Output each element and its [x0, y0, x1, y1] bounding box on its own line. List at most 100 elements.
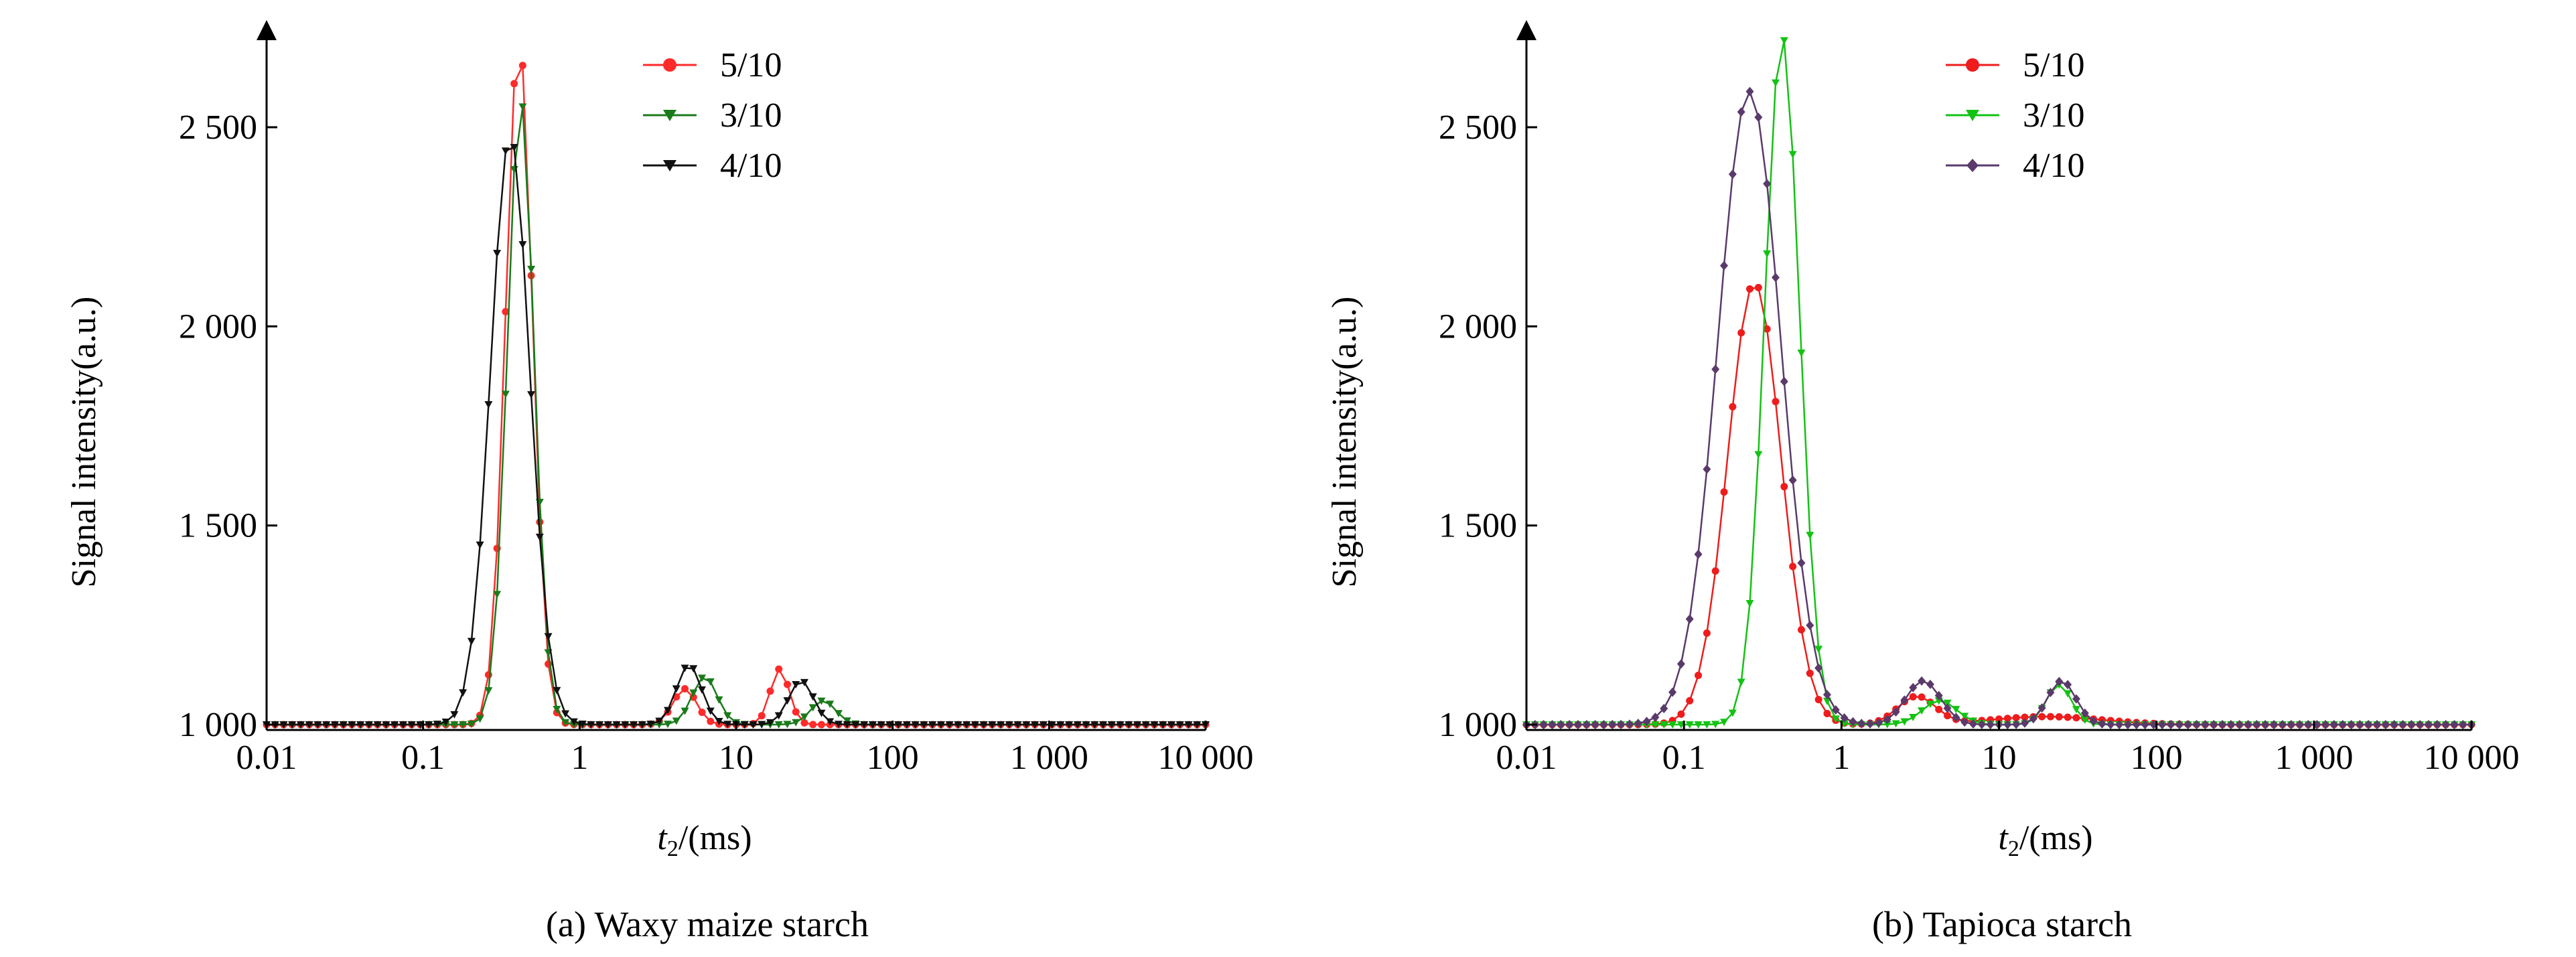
data-point — [2244, 720, 2252, 729]
data-point — [775, 665, 783, 673]
data-point — [1995, 715, 2003, 723]
data-point — [2123, 719, 2132, 729]
data-point — [587, 721, 595, 729]
data-point — [1952, 713, 1960, 723]
data-point — [1737, 107, 1745, 117]
data-point — [1660, 721, 1668, 729]
y-tick-label: 1 500 — [1439, 507, 1517, 545]
data-point — [407, 721, 416, 729]
y-axis-label: Signal intensity(a.u.) — [65, 297, 103, 588]
data-point — [305, 721, 313, 729]
data-point — [2098, 719, 2106, 729]
legend-label: 5/10 — [2023, 46, 2084, 84]
data-point — [1031, 721, 1040, 729]
data-point — [2064, 690, 2072, 698]
data-point — [1720, 719, 1729, 727]
data-point — [2347, 720, 2356, 729]
series-line — [267, 146, 1206, 726]
data-point — [1849, 717, 1857, 727]
y-tick-label: 1 000 — [1439, 706, 1517, 744]
data-point — [1073, 721, 1082, 729]
x-axis-label: t2/(ms) — [657, 819, 752, 861]
data-point — [2158, 720, 2167, 729]
data-point — [502, 307, 510, 315]
data-point — [817, 697, 826, 705]
data-point — [1582, 719, 1591, 729]
data-point — [1806, 620, 1814, 630]
data-point — [1909, 713, 1918, 721]
data-point — [1788, 475, 1797, 485]
data-point — [1711, 721, 1720, 729]
data-point — [484, 401, 493, 409]
data-point — [493, 250, 502, 258]
data-point — [1918, 676, 1926, 686]
data-point — [2201, 720, 2210, 729]
data-point — [1737, 678, 1745, 686]
data-point — [493, 591, 502, 599]
data-point — [501, 390, 510, 398]
data-point — [723, 721, 732, 729]
data-point — [1772, 398, 1780, 406]
data-point — [450, 711, 459, 719]
data-point — [2046, 713, 2054, 721]
data-point — [1728, 169, 1737, 179]
data-point — [1625, 719, 1634, 729]
data-point — [2012, 714, 2020, 722]
data-point — [1685, 614, 1694, 624]
data-point — [1822, 690, 1831, 700]
data-point — [936, 721, 945, 729]
data-point — [1107, 721, 1116, 729]
data-point — [450, 721, 459, 729]
legend-label: 3/10 — [720, 96, 782, 135]
data-point — [2210, 720, 2218, 729]
x-tick-label: 1 — [1833, 739, 1850, 777]
data-point — [1874, 718, 1883, 728]
data-point — [707, 717, 715, 725]
data-point — [1883, 721, 1891, 729]
legend-label: 4/10 — [720, 147, 782, 185]
data-point — [2072, 714, 2080, 722]
series-line — [1526, 286, 2472, 726]
data-point — [1685, 721, 1694, 729]
y-tick-label: 2 000 — [1439, 307, 1517, 346]
data-point — [2424, 720, 2433, 729]
data-point — [2252, 720, 2261, 729]
data-point — [1754, 451, 1763, 459]
data-point — [561, 719, 570, 727]
data-point — [595, 721, 604, 729]
data-point — [2372, 720, 2381, 729]
chart-caption: (a) Waxy maize starch — [546, 904, 869, 944]
data-point — [1056, 721, 1065, 729]
data-point — [1797, 625, 1805, 634]
data-point — [1573, 719, 1582, 729]
data-point — [1660, 704, 1668, 714]
data-point — [1900, 718, 1909, 726]
data-point — [1703, 721, 1711, 729]
data-point — [1746, 285, 1754, 293]
y-axis-label: Signal intensity(a.u.) — [1326, 297, 1364, 588]
data-point — [2064, 680, 2072, 690]
data-point — [1944, 712, 1952, 720]
data-point — [2037, 703, 2046, 713]
data-point — [612, 721, 621, 729]
data-point — [1668, 687, 1677, 697]
data-point — [698, 686, 707, 694]
data-point — [399, 721, 407, 729]
legend-item: 4/10 — [643, 147, 782, 185]
data-point — [971, 721, 979, 729]
data-point — [1599, 719, 1608, 729]
data-point — [672, 717, 681, 725]
data-point — [1918, 707, 1926, 715]
data-point — [902, 721, 911, 729]
data-point — [1840, 713, 1849, 723]
data-point — [1608, 719, 1617, 729]
y-tick-label: 2 000 — [179, 307, 257, 346]
data-point — [1797, 558, 1806, 568]
legend-item: 5/10 — [1946, 46, 2084, 84]
data-point — [1133, 721, 1142, 729]
data-point — [2226, 720, 2235, 729]
data-point — [706, 707, 715, 715]
data-point — [2269, 720, 2278, 729]
data-point — [1090, 721, 1099, 729]
